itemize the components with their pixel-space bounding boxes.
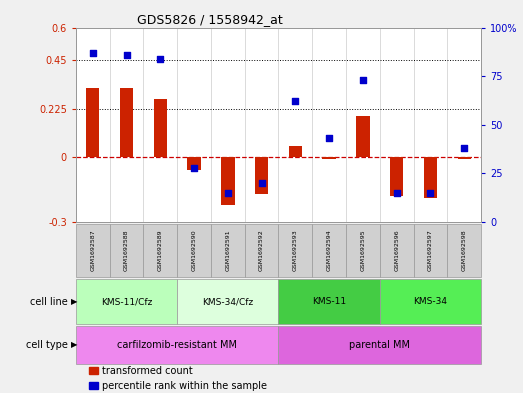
- Point: [325, 135, 333, 141]
- Point: [291, 98, 300, 105]
- Bar: [120, 88, 133, 157]
- Point: [88, 50, 97, 56]
- Bar: [390, 157, 403, 196]
- Text: KMS-34/Cfz: KMS-34/Cfz: [202, 297, 254, 306]
- Text: ▶: ▶: [71, 340, 77, 349]
- Text: GSM1692589: GSM1692589: [158, 230, 163, 271]
- Bar: [187, 157, 201, 170]
- Bar: [322, 157, 336, 160]
- Bar: [86, 88, 99, 157]
- Bar: [458, 157, 471, 160]
- Bar: [255, 157, 268, 194]
- Text: cell type: cell type: [26, 340, 68, 350]
- Text: GSM1692596: GSM1692596: [394, 230, 399, 271]
- Bar: [221, 157, 235, 205]
- Text: GSM1692598: GSM1692598: [462, 230, 467, 271]
- Text: GSM1692597: GSM1692597: [428, 230, 433, 272]
- Point: [393, 190, 401, 196]
- Text: GSM1692587: GSM1692587: [90, 230, 95, 271]
- Text: GSM1692590: GSM1692590: [191, 230, 197, 271]
- Text: GDS5826 / 1558942_at: GDS5826 / 1558942_at: [137, 13, 282, 26]
- Text: cell line: cell line: [30, 297, 68, 307]
- Point: [359, 77, 367, 83]
- Text: transformed count: transformed count: [102, 365, 193, 376]
- Point: [426, 190, 435, 196]
- Bar: [154, 99, 167, 157]
- Point: [257, 180, 266, 186]
- Text: parental MM: parental MM: [349, 340, 411, 350]
- Point: [224, 190, 232, 196]
- Text: ▶: ▶: [71, 297, 77, 306]
- Point: [122, 51, 131, 58]
- Point: [460, 145, 469, 151]
- Text: KMS-11/Cfz: KMS-11/Cfz: [101, 297, 152, 306]
- Text: GSM1692593: GSM1692593: [293, 230, 298, 272]
- Point: [190, 164, 198, 171]
- Bar: [424, 157, 437, 198]
- Text: KMS-34: KMS-34: [414, 297, 448, 306]
- Bar: [356, 116, 370, 157]
- Text: GSM1692588: GSM1692588: [124, 230, 129, 271]
- Bar: [289, 146, 302, 157]
- Text: GSM1692592: GSM1692592: [259, 230, 264, 272]
- Text: carfilzomib-resistant MM: carfilzomib-resistant MM: [117, 340, 237, 350]
- Text: percentile rank within the sample: percentile rank within the sample: [102, 380, 267, 391]
- Point: [156, 55, 164, 62]
- Text: KMS-11: KMS-11: [312, 297, 346, 306]
- Text: GSM1692591: GSM1692591: [225, 230, 230, 271]
- Text: GSM1692594: GSM1692594: [327, 230, 332, 272]
- Text: GSM1692595: GSM1692595: [360, 230, 366, 271]
